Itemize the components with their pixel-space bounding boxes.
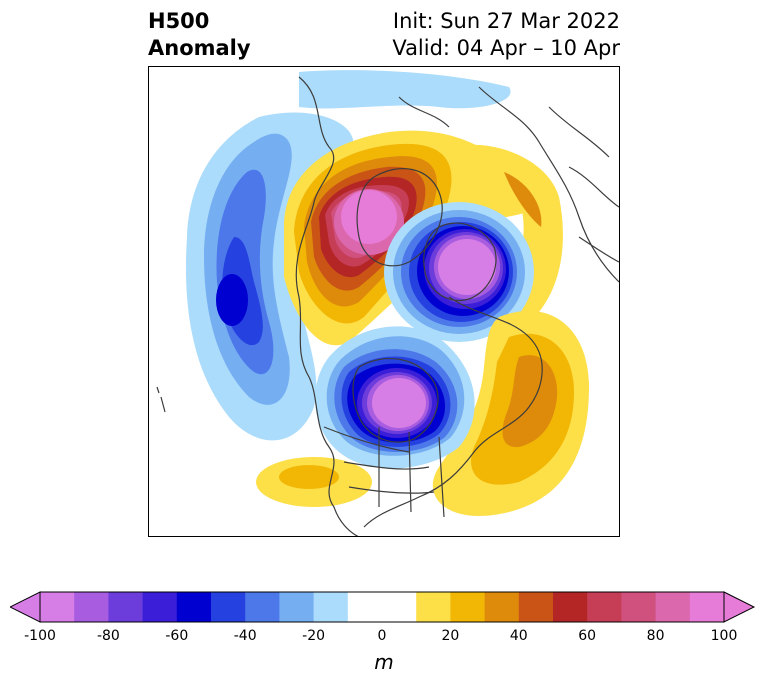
colorbar-tick-label: -60: [165, 628, 189, 644]
colorbar-tick-label: -100: [24, 628, 56, 644]
colorbar-tick-label: 40: [509, 628, 528, 644]
colorbar-tick-label: 0: [377, 628, 387, 644]
hudson-bay-low: [315, 326, 475, 469]
colorbar-segment: [211, 592, 246, 622]
colorbar: [10, 591, 756, 623]
colorbar-frame: [39, 591, 725, 623]
southwest-us-high: [256, 457, 372, 507]
colorbar-tick-label: -40: [233, 628, 257, 644]
colorbar-segment: [484, 592, 520, 622]
map-dates: Init: Sun 27 Mar 2022 Valid: 04 Apr – 10…: [392, 8, 620, 62]
colorbar-segment: [587, 592, 622, 622]
colorbar-extend-high: [723, 591, 756, 623]
eurasia-high-core: [504, 172, 542, 227]
colorbar-segment: [382, 592, 417, 622]
colorbar-segment: [553, 592, 588, 622]
colorbar-segment: [245, 592, 280, 622]
valid-range: Valid: 04 Apr – 10 Apr: [392, 36, 620, 60]
arctic-negative-band: [299, 70, 511, 109]
colorbar-extend-low: [10, 591, 41, 623]
map-title: H500 Anomaly: [148, 8, 251, 62]
map-canvas: [156, 70, 619, 536]
colorbar-tick-label: -80: [96, 628, 120, 644]
colorbar-tick-label: 100: [710, 628, 738, 644]
colorbar-segment: [450, 592, 486, 622]
colorbar-tick-label: 60: [578, 628, 597, 644]
init-date: Init: Sun 27 Mar 2022: [392, 9, 620, 33]
colorbar-segment: [142, 592, 178, 622]
colorbar-tick-label: 20: [441, 628, 460, 644]
eurasia-high: [449, 144, 563, 314]
colorbar-segment: [689, 592, 725, 622]
colorbar-segment: [74, 592, 109, 622]
coastlines: [156, 76, 619, 536]
colorbar-segment: [108, 592, 144, 622]
colorbar-tick-label: -20: [302, 628, 326, 644]
colorbar-segment: [279, 592, 315, 622]
greenland-high: [284, 130, 550, 346]
colorbar-unit: m: [374, 650, 394, 674]
colorbar-segment: [313, 592, 349, 622]
colorbar-segment: [40, 592, 75, 622]
colorbar-tick-label: 80: [646, 628, 665, 644]
atlantic-high: [432, 310, 589, 516]
title-variable: H500: [148, 9, 210, 33]
colorbar-segment: [518, 592, 554, 622]
anomaly-map: [148, 66, 620, 537]
colorbar-segment: [655, 592, 691, 622]
colorbar-segment: [176, 592, 212, 622]
title-field: Anomaly: [148, 36, 251, 60]
colorbar-segment: [347, 592, 383, 622]
colorbar-segment: [621, 592, 657, 622]
arctic-low: [384, 202, 534, 342]
colorbar-segment: [416, 592, 451, 622]
